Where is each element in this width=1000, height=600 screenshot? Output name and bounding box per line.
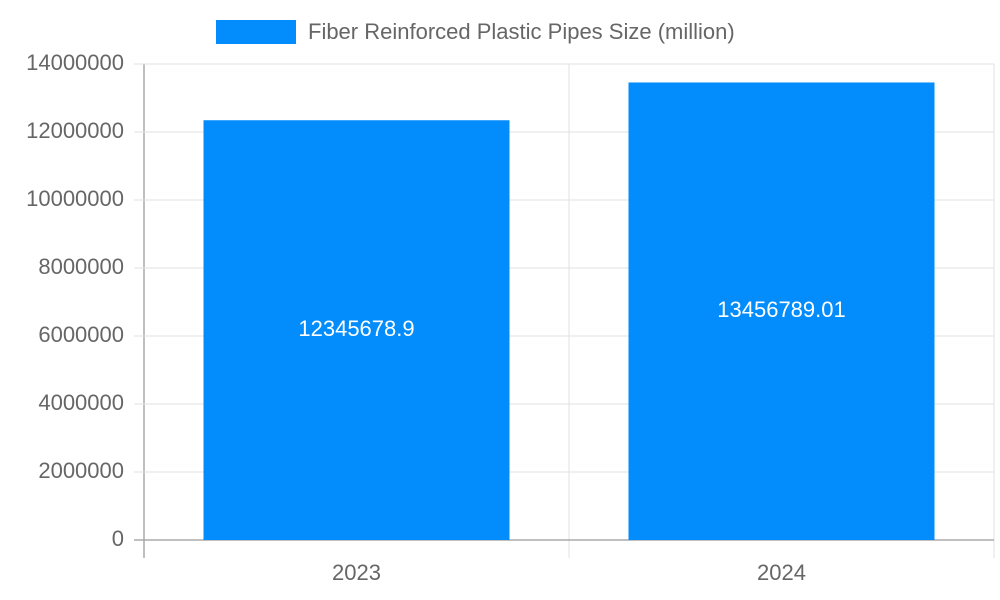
y-tick-label: 4000000 (38, 390, 124, 415)
data-label: 12345678.9 (298, 316, 414, 341)
y-tick-label: 0 (112, 526, 124, 551)
y-tick-label: 8000000 (38, 254, 124, 279)
y-tick-label: 12000000 (26, 118, 124, 143)
y-tick-label: 6000000 (38, 322, 124, 347)
legend-label: Fiber Reinforced Plastic Pipes Size (mil… (308, 19, 735, 44)
y-tick-label: 2000000 (38, 458, 124, 483)
bar (203, 120, 510, 540)
y-tick-label: 10000000 (26, 186, 124, 211)
legend-swatch (216, 20, 296, 44)
data-label: 13456789.01 (717, 297, 845, 322)
x-tick-label: 2023 (332, 560, 381, 585)
x-tick-label: 2024 (757, 560, 806, 585)
y-tick-label: 14000000 (26, 50, 124, 75)
bar (628, 82, 935, 540)
